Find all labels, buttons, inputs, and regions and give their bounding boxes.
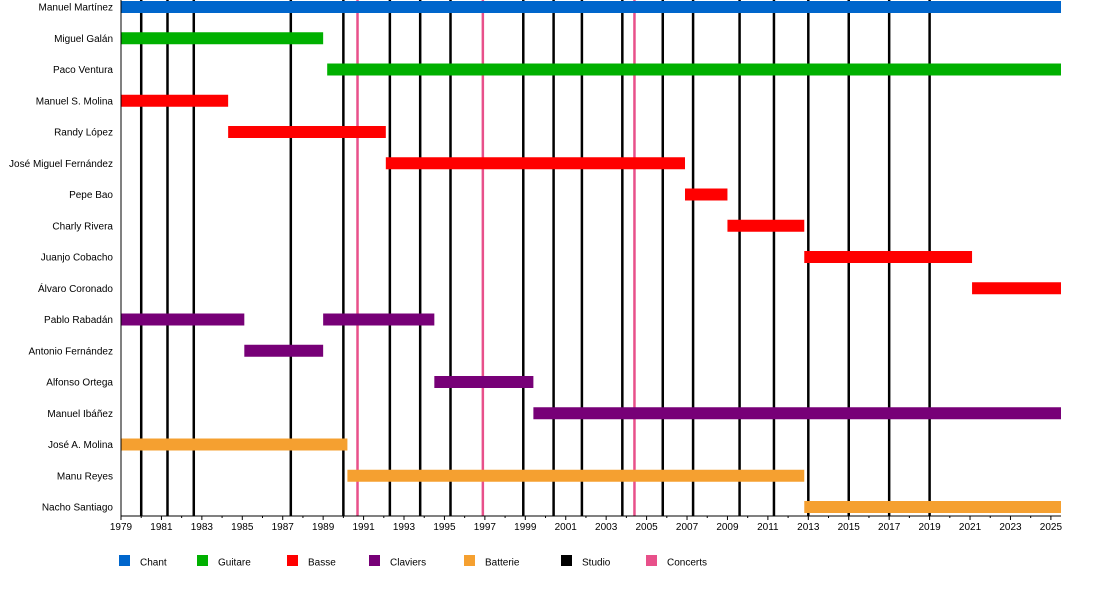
bar-guitare-1 <box>121 32 324 45</box>
legend-swatch-batterie <box>464 555 475 566</box>
legend-label-guitare: Guitare <box>218 558 251 569</box>
member-label: Paco Ventura <box>53 65 113 76</box>
x-tick-label: 2019 <box>918 522 941 533</box>
member-label: José A. Molina <box>48 440 113 451</box>
x-tick-label: 2011 <box>757 522 779 533</box>
bar-guitare-2 <box>327 63 1061 76</box>
bar-basse-4 <box>228 126 386 138</box>
member-label: Manu Reyes <box>57 471 113 482</box>
bar-claviers-11 <box>323 313 435 326</box>
x-tick-label: 1981 <box>150 522 173 533</box>
x-tick-label: 2015 <box>838 522 861 533</box>
legend-label-claviers: Claviers <box>390 558 426 569</box>
legend-swatch-basse <box>287 555 298 566</box>
member-label: Miguel Galán <box>54 34 113 45</box>
bar-claviers-10 <box>121 313 245 326</box>
x-tick-label: 1995 <box>433 522 456 533</box>
x-tick-label: 1985 <box>231 522 254 533</box>
legend-swatch-chant <box>119 555 130 566</box>
member-label: Manuel Martínez <box>39 3 113 14</box>
bar-basse-6 <box>685 188 728 201</box>
member-label: Manuel S. Molina <box>36 96 114 107</box>
member-label: Pepe Bao <box>69 190 113 201</box>
x-tick-label: 2017 <box>878 522 901 533</box>
member-label: Manuel Ibáñez <box>47 409 113 420</box>
member-label: Pablo Rabadán <box>44 315 113 326</box>
member-label: Juanjo Cobacho <box>41 253 114 264</box>
member-label: Álvaro Coronado <box>38 282 113 295</box>
bar-basse-7 <box>727 219 805 232</box>
bar-basse-9 <box>972 282 1061 295</box>
x-tick-label: 1979 <box>110 522 133 533</box>
legend-swatch-claviers <box>369 555 380 566</box>
concert-lines <box>356 0 636 516</box>
member-label: José Miguel Fernández <box>9 159 113 170</box>
legend-label-batterie: Batterie <box>485 558 520 569</box>
bar-batterie-16 <box>347 469 805 482</box>
x-tick-label: 2001 <box>555 522 578 533</box>
bar-batterie-17 <box>804 501 1061 513</box>
x-tick-label: 2009 <box>716 522 739 533</box>
x-tick-label: 2021 <box>959 522 982 533</box>
x-tick-label: 1993 <box>393 522 416 533</box>
member-labels: Manuel Martínez Miguel Galán Paco Ventura M… <box>9 3 113 514</box>
bar-basse-8 <box>804 251 973 263</box>
bar-batterie-15 <box>121 438 348 451</box>
legend-swatch-guitare <box>197 555 208 566</box>
legend-swatch-concerts <box>646 555 657 566</box>
x-tick-label: 1983 <box>191 522 214 533</box>
x-tick-label: 2003 <box>595 522 618 533</box>
bar-chant-0 <box>121 1 1061 13</box>
x-tick-label: 2005 <box>635 522 658 533</box>
bar-claviers-13 <box>434 376 534 388</box>
bar-basse-5 <box>385 157 685 170</box>
legend-label-concerts: Concerts <box>667 558 707 569</box>
member-label: Alfonso Ortega <box>46 378 113 389</box>
member-bars <box>121 1 1061 513</box>
x-tick-label: 1987 <box>272 522 295 533</box>
legend-label-chant: Chant <box>140 558 167 569</box>
x-tick-label: 1989 <box>312 522 335 533</box>
x-tick-label: 1991 <box>352 522 375 533</box>
x-axis: 1979 1981 1983 1985 1987 1989 1991 1993 1995 1997… <box>110 0 1063 533</box>
legend: Chant Guitare Basse Claviers Batterie Studio C… <box>119 555 707 569</box>
bar-basse-3 <box>121 94 229 107</box>
x-tick-label: 2025 <box>1040 522 1063 533</box>
legend-swatch-studio <box>561 555 572 566</box>
x-tick-label: 2023 <box>999 522 1022 533</box>
member-label: Charly Rivera <box>52 221 113 232</box>
x-tick-label: 2007 <box>676 522 699 533</box>
bar-claviers-12 <box>244 344 324 357</box>
member-label: Nacho Santiago <box>42 503 114 514</box>
x-tick-label: 1999 <box>514 522 537 533</box>
x-tick-label: 2013 <box>797 522 820 533</box>
bar-claviers-14 <box>533 407 1061 420</box>
legend-label-basse: Basse <box>308 558 336 569</box>
member-label: Antonio Fernández <box>28 346 113 357</box>
legend-label-studio: Studio <box>582 558 611 569</box>
x-tick-label: 1997 <box>474 522 497 533</box>
member-label: Randy López <box>54 128 113 139</box>
